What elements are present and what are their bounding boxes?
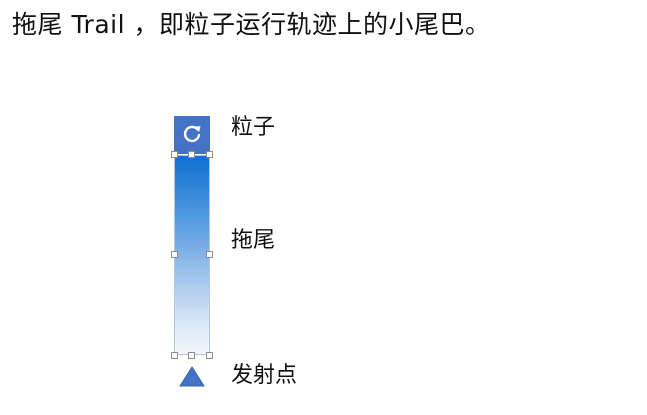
- label-emitter: 发射点: [231, 363, 298, 388]
- resize-handle-bottom-center[interactable]: [188, 352, 195, 359]
- resize-handle-bottom-left[interactable]: [171, 352, 178, 359]
- resize-handle-top-left[interactable]: [171, 151, 178, 158]
- emitter-triangle-icon: [179, 366, 205, 387]
- particle-shape[interactable]: [174, 116, 210, 154]
- label-particle: 粒子: [231, 115, 276, 140]
- resize-handle-bottom-right[interactable]: [206, 352, 213, 359]
- rotate-icon[interactable]: [180, 122, 204, 146]
- label-trail: 拖尾: [231, 228, 276, 253]
- page-heading: 拖尾 Trail ，即粒子运行轨迹上的小尾巴。: [12, 10, 491, 39]
- resize-handle-top-right[interactable]: [206, 151, 213, 158]
- resize-handle-middle-right[interactable]: [206, 251, 213, 258]
- resize-handle-top-center[interactable]: [188, 151, 195, 158]
- trail-bar[interactable]: [174, 155, 210, 355]
- resize-handle-middle-left[interactable]: [171, 251, 178, 258]
